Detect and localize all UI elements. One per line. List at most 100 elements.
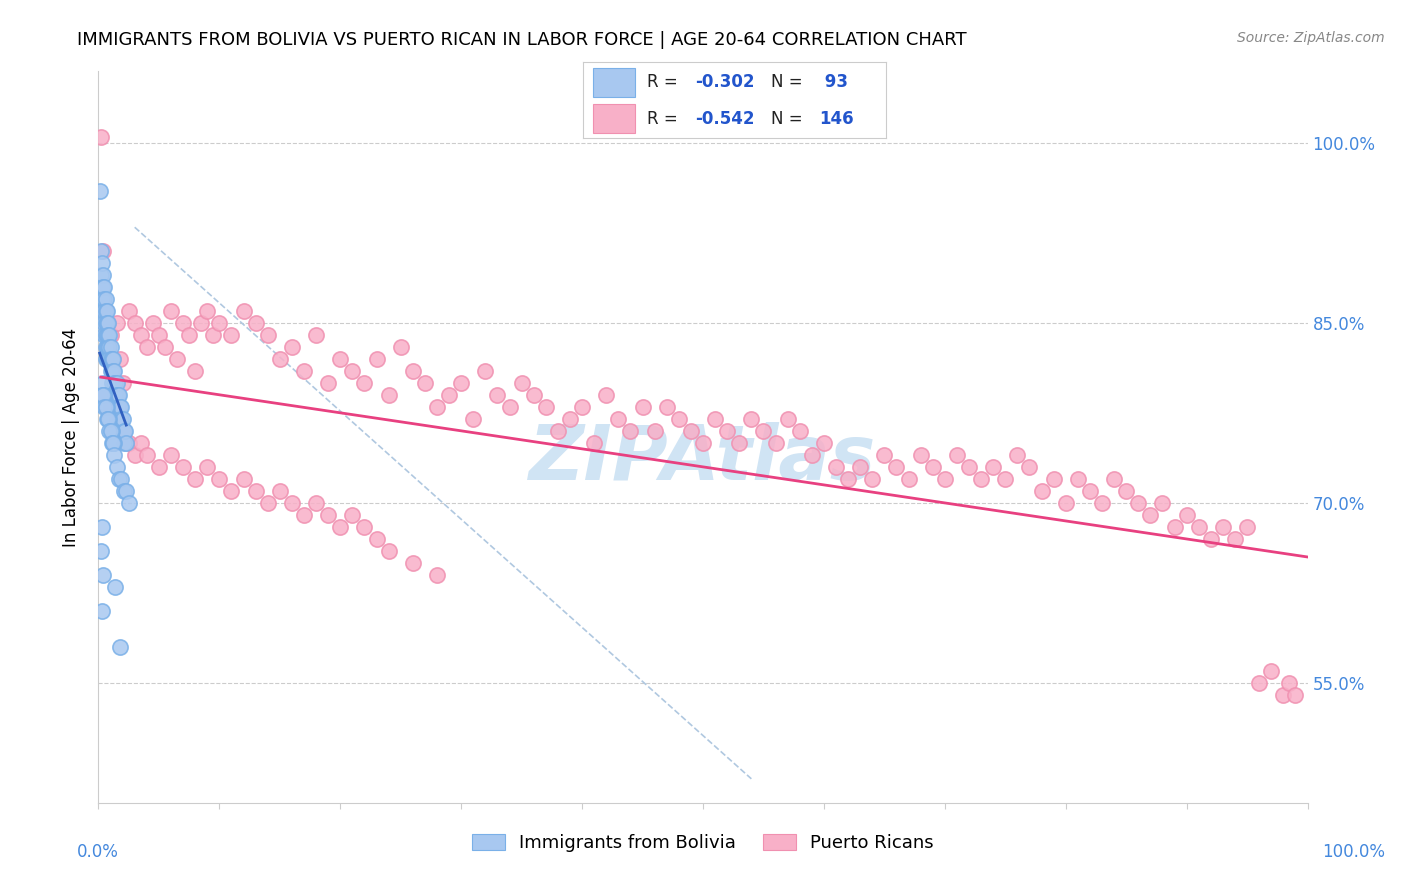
Point	[860, 472, 883, 486]
Text: R =: R =	[647, 110, 683, 128]
Point	[96, 400, 118, 414]
Point	[172, 316, 194, 330]
Point	[97, 328, 120, 343]
Point	[1007, 448, 1029, 462]
Point	[1163, 520, 1185, 534]
Bar	[592, 104, 636, 133]
Point	[342, 508, 364, 522]
Point	[305, 328, 328, 343]
Point	[1115, 483, 1137, 498]
Point	[232, 472, 254, 486]
Point	[108, 352, 131, 367]
Point	[105, 412, 128, 426]
Point	[402, 556, 425, 570]
Point	[463, 412, 485, 426]
Point	[96, 316, 118, 330]
Text: IMMIGRANTS FROM BOLIVIA VS PUERTO RICAN IN LABOR FORCE | AGE 20-64 CORRELATION C: IMMIGRANTS FROM BOLIVIA VS PUERTO RICAN …	[77, 31, 967, 49]
Point	[101, 352, 124, 367]
Point	[94, 400, 117, 414]
Point	[195, 304, 218, 318]
Point	[1223, 532, 1246, 546]
Point	[96, 304, 118, 318]
Point	[934, 472, 956, 486]
Point	[1054, 496, 1077, 510]
Point	[103, 376, 125, 391]
Point	[281, 340, 304, 354]
Y-axis label: In Labor Force | Age 20-64: In Labor Force | Age 20-64	[62, 327, 80, 547]
Point	[103, 436, 125, 450]
Point	[97, 316, 120, 330]
Point	[1091, 496, 1114, 510]
Point	[1249, 676, 1271, 690]
Legend: Immigrants from Bolivia, Puerto Ricans: Immigrants from Bolivia, Puerto Ricans	[465, 827, 941, 860]
Point	[849, 460, 872, 475]
Point	[104, 580, 127, 594]
Point	[100, 352, 122, 367]
Point	[94, 352, 117, 367]
Point	[100, 376, 122, 391]
Point	[1067, 472, 1090, 486]
Point	[329, 352, 352, 367]
Point	[94, 316, 117, 330]
Point	[91, 292, 114, 306]
Point	[97, 352, 120, 367]
Point	[129, 436, 152, 450]
Point	[100, 340, 122, 354]
Point	[153, 340, 176, 354]
Point	[1078, 483, 1101, 498]
Point	[426, 568, 449, 582]
Point	[100, 364, 122, 378]
Point	[994, 472, 1017, 486]
Point	[679, 424, 702, 438]
Point	[105, 388, 128, 402]
Point	[112, 424, 135, 438]
Point	[91, 568, 114, 582]
Point	[740, 412, 762, 426]
Point	[118, 496, 141, 510]
Point	[110, 472, 132, 486]
Text: 0.0%: 0.0%	[77, 843, 120, 861]
Point	[668, 412, 690, 426]
Point	[93, 388, 115, 402]
Point	[190, 316, 212, 330]
Point	[124, 316, 146, 330]
Point	[366, 532, 388, 546]
Point	[752, 424, 775, 438]
Point	[100, 328, 122, 343]
Point	[946, 448, 969, 462]
Point	[245, 483, 267, 498]
Point	[195, 460, 218, 475]
Point	[413, 376, 436, 391]
Point	[437, 388, 460, 402]
Point	[96, 412, 118, 426]
Point	[111, 412, 134, 426]
Point	[91, 388, 114, 402]
Point	[1042, 472, 1064, 486]
Point	[110, 412, 132, 426]
Point	[184, 472, 207, 486]
Text: Source: ZipAtlas.com: Source: ZipAtlas.com	[1237, 31, 1385, 45]
Point	[179, 328, 201, 343]
Point	[94, 292, 117, 306]
Point	[558, 412, 581, 426]
Point	[510, 376, 533, 391]
Point	[921, 460, 943, 475]
Point	[94, 304, 117, 318]
Point	[96, 328, 118, 343]
Text: R =: R =	[647, 73, 683, 91]
Point	[142, 316, 165, 330]
Point	[93, 316, 115, 330]
Point	[644, 424, 666, 438]
Point	[111, 376, 134, 391]
Point	[97, 412, 120, 426]
Point	[970, 472, 993, 486]
Point	[100, 424, 122, 438]
Point	[547, 424, 569, 438]
Point	[897, 472, 920, 486]
Point	[94, 304, 117, 318]
Point	[98, 424, 121, 438]
Point	[1031, 483, 1053, 498]
Point	[91, 280, 114, 294]
Point	[981, 460, 1004, 475]
Point	[366, 352, 388, 367]
